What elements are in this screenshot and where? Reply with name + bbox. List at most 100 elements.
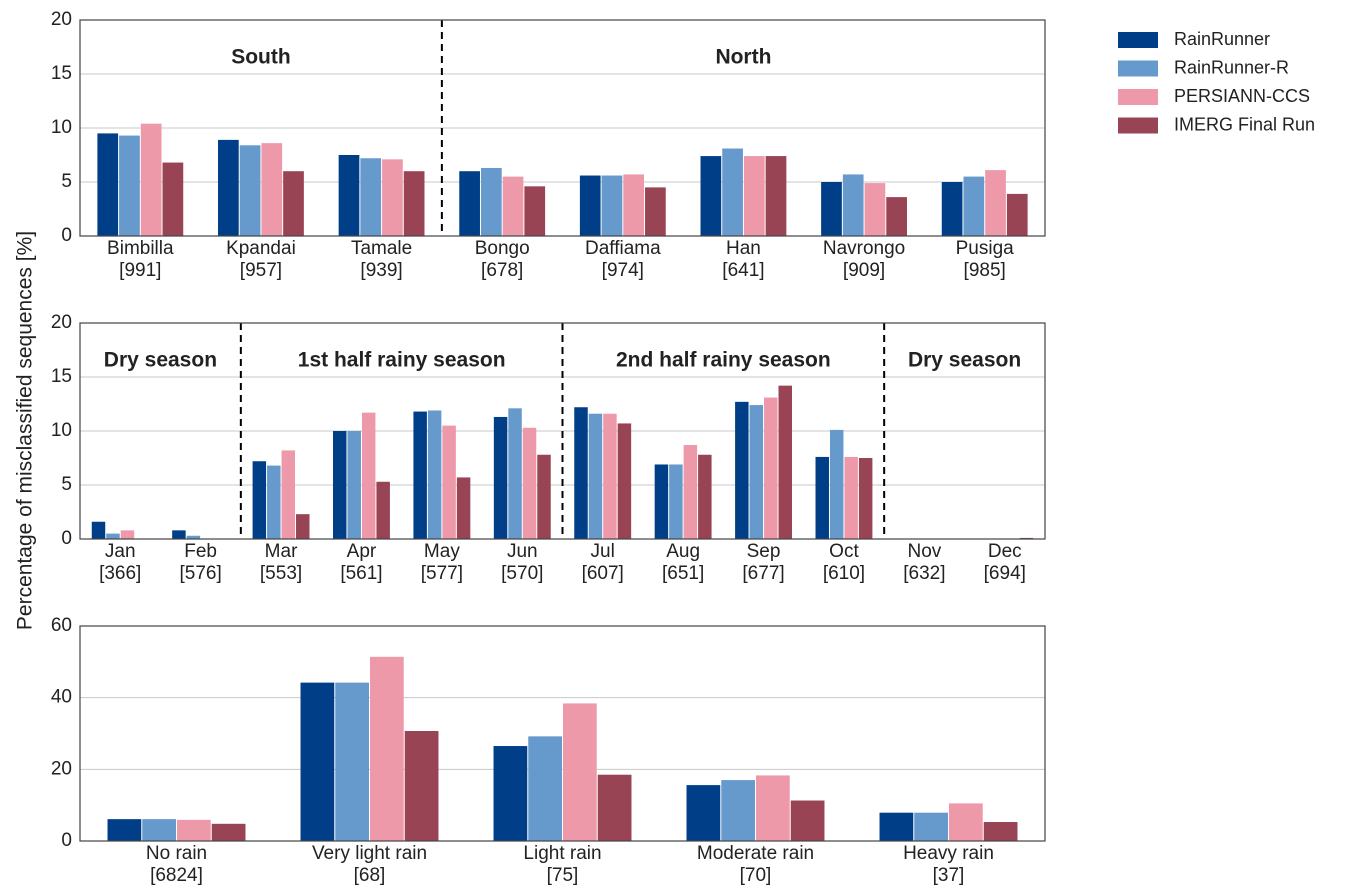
legend-label: PERSIANN-CCS bbox=[1174, 86, 1310, 106]
bar bbox=[645, 187, 666, 236]
bar bbox=[983, 822, 1018, 841]
sample-size: [75] bbox=[547, 865, 579, 886]
bar bbox=[106, 533, 120, 539]
bar bbox=[721, 780, 755, 841]
sample-size: [366] bbox=[99, 563, 141, 584]
bar bbox=[528, 736, 562, 841]
bar bbox=[283, 171, 304, 236]
bar bbox=[97, 133, 119, 236]
y-tick-label: 15 bbox=[51, 63, 72, 84]
x-tick-label: Han bbox=[726, 238, 761, 259]
x-tick-label: Jun bbox=[507, 541, 538, 562]
bar bbox=[597, 774, 632, 841]
plot-frame bbox=[79, 322, 1046, 540]
bar bbox=[142, 819, 176, 841]
bar bbox=[360, 158, 382, 236]
bar bbox=[252, 461, 267, 539]
bar bbox=[382, 159, 403, 236]
y-tick-label: 10 bbox=[51, 117, 72, 138]
bar bbox=[844, 456, 858, 539]
sample-size: [677] bbox=[742, 563, 784, 584]
bar bbox=[790, 800, 825, 841]
legend-swatch bbox=[1118, 32, 1158, 48]
bar bbox=[120, 530, 135, 539]
bar bbox=[413, 411, 427, 539]
x-tick-label: Navrongo bbox=[823, 238, 905, 259]
bar bbox=[1006, 193, 1028, 236]
sample-size: [939] bbox=[360, 260, 402, 281]
bar bbox=[949, 803, 983, 841]
sample-size: [991] bbox=[119, 260, 161, 281]
x-tick-label: Very light rain bbox=[312, 843, 427, 864]
bar bbox=[403, 171, 425, 236]
x-tick-label: Dec bbox=[988, 541, 1022, 562]
plot-frame bbox=[79, 625, 1046, 842]
sample-size: [651] bbox=[662, 563, 704, 584]
bar bbox=[335, 682, 369, 841]
x-tick-label: Pusiga bbox=[956, 238, 1015, 259]
bar bbox=[404, 730, 439, 841]
bar bbox=[296, 514, 310, 539]
bar bbox=[267, 465, 281, 539]
bar bbox=[563, 703, 597, 841]
x-tick-label: Moderate rain bbox=[697, 843, 814, 864]
legend-label: RainRunner bbox=[1174, 29, 1270, 49]
bar bbox=[370, 656, 404, 841]
y-tick-label: 40 bbox=[51, 687, 72, 708]
bar bbox=[743, 156, 765, 236]
bar bbox=[698, 454, 712, 539]
bar bbox=[239, 145, 261, 236]
x-tick-label: Nov bbox=[907, 541, 941, 562]
bar bbox=[218, 139, 239, 236]
bar bbox=[778, 385, 792, 539]
y-tick-label: 60 bbox=[51, 615, 72, 636]
bar bbox=[985, 170, 1006, 236]
bar bbox=[361, 412, 376, 539]
sample-size: [678] bbox=[481, 260, 523, 281]
x-tick-label: Oct bbox=[829, 541, 859, 562]
sample-size: [610] bbox=[823, 563, 865, 584]
y-tick-label: 20 bbox=[51, 312, 72, 333]
bar bbox=[821, 182, 842, 236]
bar bbox=[524, 186, 546, 236]
x-tick-label: Jan bbox=[105, 541, 136, 562]
x-tick-label: Aug bbox=[666, 541, 700, 562]
bar bbox=[522, 427, 537, 539]
region-label: 1st half rainy season bbox=[298, 349, 506, 372]
bar bbox=[683, 445, 698, 539]
sample-size: [576] bbox=[179, 563, 221, 584]
bar bbox=[119, 135, 140, 236]
bar bbox=[177, 819, 211, 841]
bar bbox=[186, 535, 201, 539]
y-tick-label: 0 bbox=[61, 528, 72, 549]
bar bbox=[579, 175, 601, 236]
bar bbox=[162, 162, 184, 236]
sample-size: [957] bbox=[240, 260, 282, 281]
x-tick-label: Heavy rain bbox=[903, 843, 994, 864]
bar bbox=[211, 823, 246, 841]
y-tick-label: 15 bbox=[51, 366, 72, 387]
bar bbox=[107, 819, 142, 841]
x-tick-label: Tamale bbox=[351, 238, 412, 259]
bar bbox=[456, 477, 471, 539]
sample-size: [985] bbox=[964, 260, 1006, 281]
y-axis-label: Percentage of misclassified sequences [%… bbox=[14, 231, 37, 630]
sample-size: [909] bbox=[843, 260, 885, 281]
bar bbox=[700, 156, 722, 236]
legend-label: IMERG Final Run bbox=[1174, 114, 1315, 134]
y-tick-label: 0 bbox=[61, 830, 72, 851]
bar bbox=[764, 397, 778, 539]
bar bbox=[815, 456, 829, 539]
legend-swatch bbox=[1118, 60, 1158, 77]
bar bbox=[623, 174, 645, 236]
bar bbox=[617, 423, 632, 539]
bar bbox=[508, 408, 522, 539]
bar bbox=[537, 454, 551, 539]
bar bbox=[941, 182, 963, 236]
y-tick-label: 5 bbox=[61, 171, 72, 192]
sample-size: [577] bbox=[421, 563, 463, 584]
bar bbox=[347, 431, 361, 539]
x-tick-label: No rain bbox=[146, 843, 207, 864]
bar bbox=[603, 413, 617, 539]
y-tick-label: 0 bbox=[61, 225, 72, 246]
